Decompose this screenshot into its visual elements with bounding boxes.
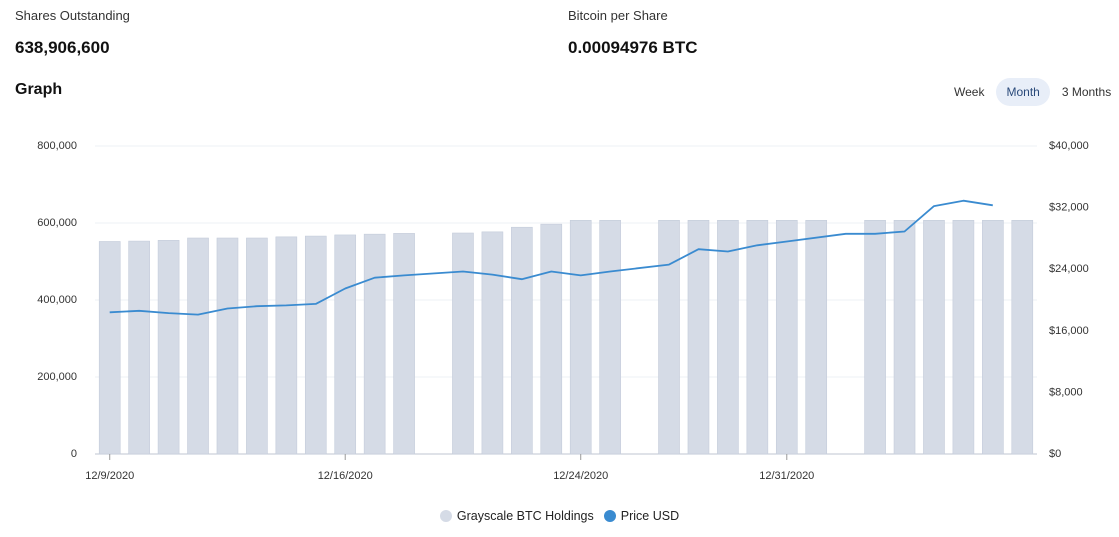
holdings-bar[interactable] [599, 220, 621, 455]
holdings-bar[interactable] [1011, 220, 1034, 455]
holdings-bar[interactable] [216, 237, 239, 455]
x-axis-tick-label: 12/9/2020 [85, 470, 134, 482]
left-axis-tick-label: 0 [71, 448, 77, 460]
legend-item-price[interactable]: Price USD [603, 509, 680, 523]
price-line [109, 199, 993, 316]
holdings-bar[interactable] [363, 233, 386, 455]
holdings-bar[interactable] [157, 240, 180, 455]
right-axis-tick-label: $0 [1049, 448, 1061, 460]
holdings-bar[interactable] [864, 220, 886, 455]
right-axis-tick-label: $8,000 [1049, 386, 1083, 398]
bitcoin-per-share-label: Bitcoin per Share [568, 8, 668, 23]
holdings-bar[interactable] [893, 220, 916, 455]
holdings-bar[interactable] [98, 241, 121, 455]
holdings-bar[interactable] [128, 240, 150, 455]
holdings-bar[interactable] [246, 237, 268, 455]
left-axis-tick-label: 200,000 [37, 371, 77, 383]
right-axis-tick-label: $16,000 [1049, 325, 1089, 337]
holdings-bar[interactable] [540, 223, 563, 455]
x-axis-tick-label: 12/24/2020 [553, 470, 608, 482]
right-axis-tick-label: $32,000 [1049, 202, 1089, 214]
holdings-bar[interactable] [187, 237, 209, 455]
right-axis-tick-label: $40,000 [1049, 140, 1089, 152]
holdings-price-chart: 0 200,000 400,000 600,000 800,000 $0 $8,000 $16… [37, 140, 1089, 482]
legend-swatch-price [603, 510, 616, 522]
left-axis-tick-label: 800,000 [37, 140, 77, 152]
holdings-bar[interactable] [952, 220, 975, 455]
bitcoin-per-share-value: 0.00094976 BTC [568, 38, 698, 57]
holdings-bar[interactable] [334, 234, 357, 455]
legend-swatch-holdings [439, 510, 452, 522]
left-axis-tick-label: 400,000 [37, 294, 77, 306]
holdings-bar[interactable] [569, 220, 592, 455]
graph-title: Graph [15, 81, 63, 98]
tab-month[interactable]: Month [996, 78, 1050, 106]
holdings-bar[interactable] [481, 231, 504, 455]
holdings-bar[interactable] [511, 226, 533, 455]
legend-label-holdings: Grayscale BTC Holdings [456, 509, 594, 523]
shares-outstanding-value: 638,906,600 [15, 38, 110, 57]
holdings-bar[interactable] [304, 235, 327, 455]
holdings-bar[interactable] [658, 220, 680, 455]
legend-item-holdings[interactable]: Grayscale BTC Holdings [439, 509, 594, 523]
holdings-bar[interactable] [717, 220, 739, 455]
holdings-bar[interactable] [687, 220, 710, 455]
holdings-bar[interactable] [923, 220, 945, 455]
left-axis-tick-label: 600,000 [37, 217, 77, 229]
holdings-bar[interactable] [805, 220, 828, 455]
range-tabs: Week Month 3 Months [944, 78, 1119, 106]
chart-legend: Grayscale BTC Holdings Price USD [0, 509, 1119, 523]
holdings-bar[interactable] [775, 220, 798, 455]
shares-outstanding-label: Shares Outstanding [15, 8, 130, 23]
tab-3-months[interactable]: 3 Months [1061, 85, 1112, 99]
holdings-bar[interactable] [275, 236, 298, 455]
right-axis-tick-label: $24,000 [1049, 263, 1089, 275]
tab-week[interactable]: Week [954, 85, 985, 99]
x-axis-tick-label: 12/31/2020 [759, 470, 814, 482]
holdings-bar[interactable] [393, 233, 415, 455]
holdings-bar[interactable] [746, 220, 769, 455]
holdings-bar[interactable] [982, 220, 1004, 455]
legend-label-price: Price USD [620, 509, 680, 523]
x-axis-tick-label: 12/16/2020 [318, 470, 373, 482]
holdings-bar[interactable] [452, 232, 474, 455]
